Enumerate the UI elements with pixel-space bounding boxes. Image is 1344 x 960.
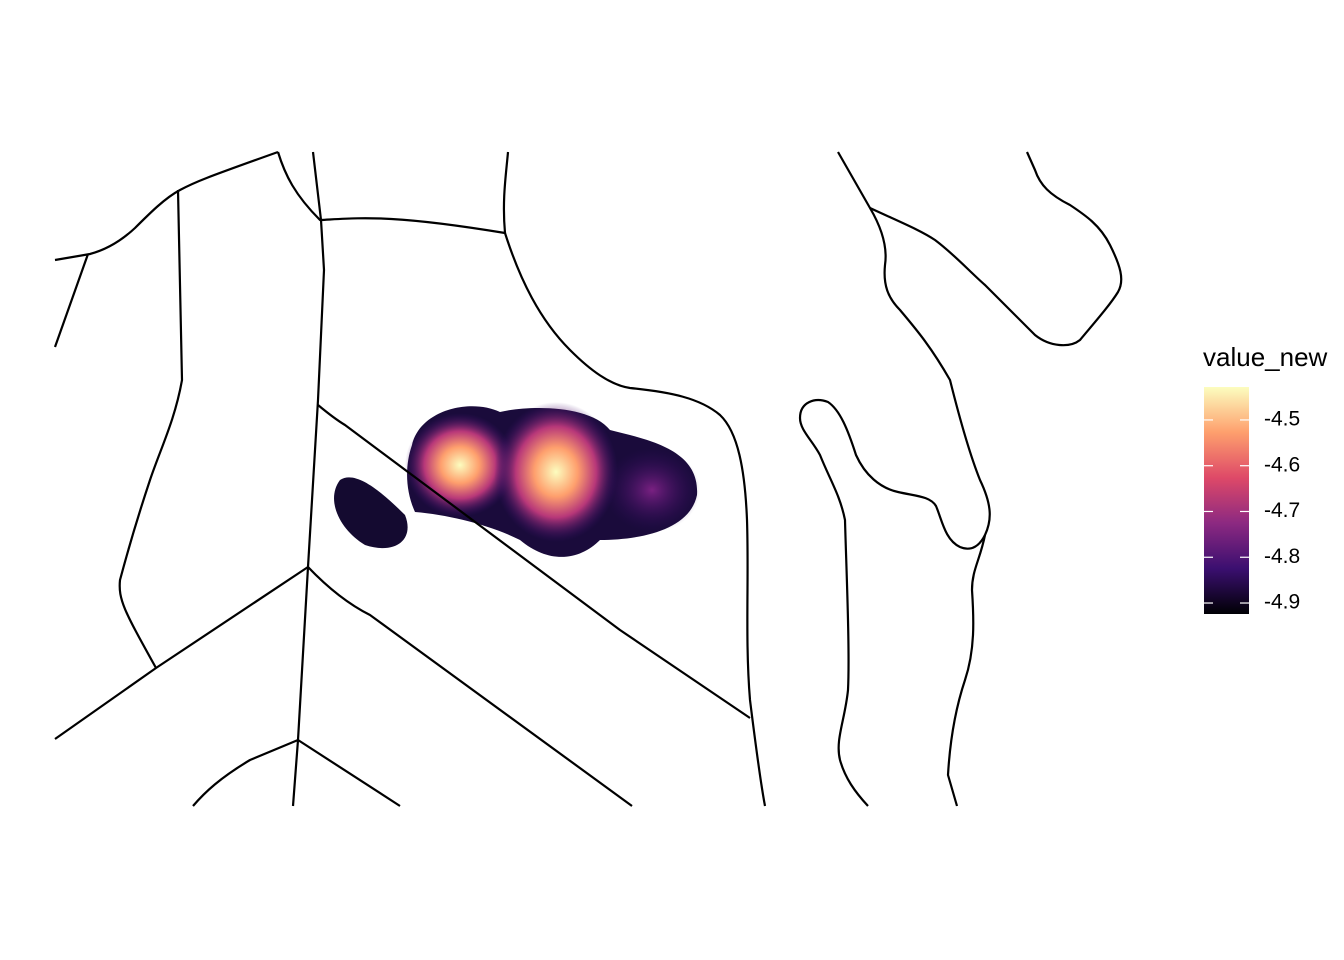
colorbar: [1204, 387, 1249, 614]
roads: [53, 150, 1123, 807]
density-layer: [334, 402, 700, 557]
legend-tick-label: -4.8: [1264, 545, 1300, 568]
legend: value_new -4.5 -4.6 -4.7 -4.8 -4.9: [1203, 342, 1328, 614]
legend-tick-label: -4.9: [1264, 591, 1300, 614]
legend-tick-label: -4.6: [1264, 453, 1300, 476]
legend-tick-label: -4.5: [1264, 407, 1300, 430]
legend-title: value_new: [1203, 342, 1328, 372]
legend-tick-label: -4.7: [1264, 499, 1300, 522]
